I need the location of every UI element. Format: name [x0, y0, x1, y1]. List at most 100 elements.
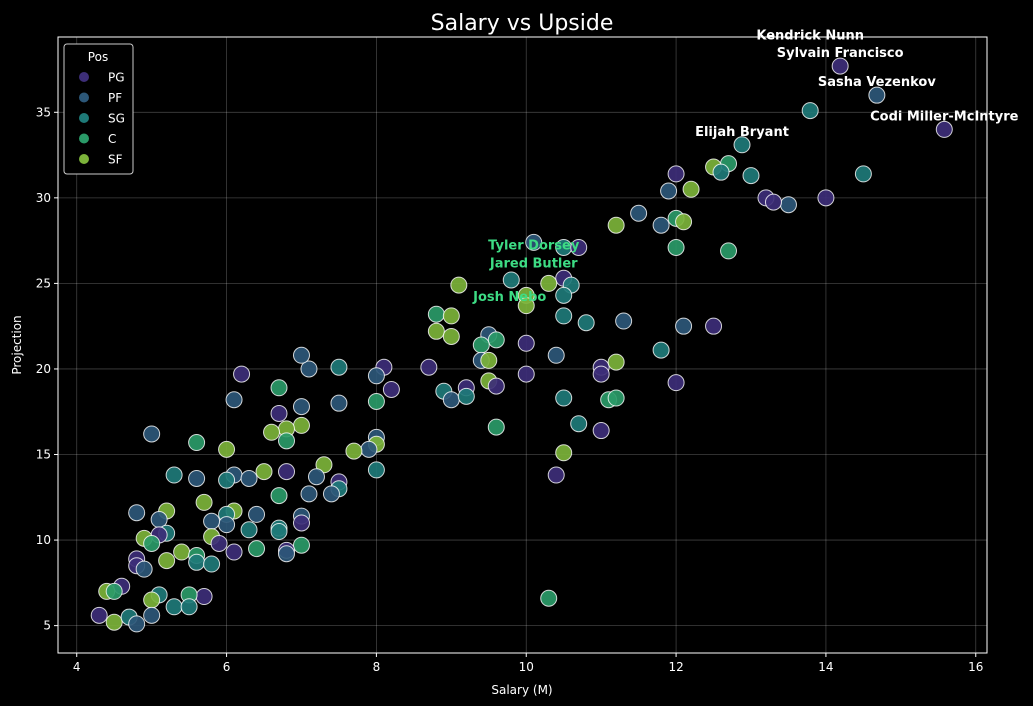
point-sg	[457, 387, 475, 405]
point-pf	[300, 485, 318, 503]
point-sg	[188, 553, 206, 571]
point-sf	[105, 613, 123, 631]
point-pf	[128, 615, 146, 633]
point-sg	[712, 163, 730, 181]
x-axis-label: Salary (M)	[491, 683, 552, 697]
point-pf	[292, 398, 310, 416]
point-pg	[420, 358, 438, 376]
chart-title: Salary vs Upside	[431, 11, 614, 36]
point-pf	[442, 391, 460, 409]
point-sf	[263, 423, 281, 441]
legend-marker-c	[79, 133, 89, 144]
y-tick-label: 15	[36, 448, 51, 462]
points	[90, 57, 953, 633]
x-tick-label: 12	[668, 660, 683, 674]
point-c	[367, 392, 385, 410]
point-c	[270, 379, 288, 397]
legend-label: SF	[108, 153, 123, 167]
legend-label: PG	[108, 71, 125, 85]
point-pf	[143, 606, 161, 624]
point-sg	[165, 466, 183, 484]
point-sg	[555, 389, 573, 407]
point-sf	[218, 440, 236, 458]
x-tick-label: 16	[968, 660, 983, 674]
point-c	[105, 582, 123, 600]
player-annotation: Sasha Vezenkov	[818, 75, 936, 90]
point-sf	[173, 543, 191, 561]
point-pf	[525, 233, 543, 251]
point-sf	[143, 591, 161, 609]
point-pf	[307, 468, 325, 486]
point-sf	[427, 322, 445, 340]
legend-marker-sg	[79, 113, 89, 123]
point-pf	[300, 360, 318, 378]
point-pg	[592, 365, 610, 383]
point-pf	[615, 312, 633, 330]
player-annotation: Elijah Bryant	[695, 125, 789, 140]
player-annotation: Kendrick Nunn	[756, 29, 864, 44]
point-sf	[450, 276, 468, 294]
point-sf	[158, 552, 176, 570]
point-sf	[555, 444, 573, 462]
point-sf	[607, 353, 625, 371]
point-sf	[345, 442, 363, 460]
legend-label: PF	[108, 91, 122, 105]
point-pg	[210, 534, 228, 552]
point-pf	[360, 440, 378, 458]
x-tick-label: 4	[73, 660, 81, 674]
point-c	[270, 487, 288, 505]
y-tick-label: 20	[36, 362, 51, 376]
point-pg	[487, 377, 505, 395]
point-pg	[292, 514, 310, 532]
point-pf	[547, 346, 565, 364]
legend-marker-pg	[79, 72, 89, 82]
y-tick-label: 25	[36, 276, 51, 290]
point-pg	[517, 334, 535, 352]
point-sg	[330, 358, 348, 376]
point-sg	[577, 314, 595, 332]
point-pg	[517, 365, 535, 383]
ticks: 4 6 8 10 12 14 16 5 10 15 20 25 30 35	[36, 105, 984, 674]
point-pf	[248, 505, 266, 523]
legend-marker-pf	[79, 92, 89, 103]
x-tick-label: 10	[519, 660, 534, 674]
player-annotation: Codi Miller-McIntyre	[870, 109, 1019, 124]
point-sg	[570, 415, 588, 433]
legend-marker-sf	[79, 154, 89, 164]
point-pg	[225, 543, 243, 561]
point-sg	[367, 461, 385, 479]
point-pg	[233, 365, 251, 383]
point-sf	[675, 213, 693, 231]
point-c	[487, 331, 505, 349]
point-sg	[733, 136, 751, 154]
point-sg	[742, 167, 760, 185]
annotations: Sylvain Francisco Sasha Vezenkov Kendrick …	[472, 29, 1018, 305]
point-sg	[165, 598, 183, 616]
point-sf	[517, 297, 535, 315]
player-annotation: Jared Butler	[489, 257, 578, 272]
legend: Pos PG PF SG C SF	[63, 43, 134, 175]
point-pg	[382, 380, 400, 398]
point-pf	[322, 485, 340, 503]
y-tick-label: 35	[36, 105, 51, 119]
point-sf	[292, 416, 310, 434]
point-sf	[255, 463, 273, 481]
point-c	[188, 434, 206, 452]
point-sg	[801, 102, 819, 120]
point-pg	[705, 317, 723, 335]
point-pf	[225, 391, 243, 409]
point-sf	[442, 307, 460, 325]
point-sf	[682, 180, 700, 198]
point-sg	[555, 286, 573, 304]
player-annotation: Josh Nebo	[472, 290, 546, 305]
point-sg	[854, 165, 872, 183]
player-annotation: Sylvain Francisco	[777, 46, 904, 61]
point-pf	[203, 512, 221, 530]
point-pg	[90, 606, 108, 624]
point-c	[540, 589, 558, 607]
point-pf	[652, 216, 670, 234]
legend-title: Pos	[88, 50, 108, 64]
y-tick-label: 30	[36, 191, 51, 205]
point-pf	[630, 204, 648, 222]
